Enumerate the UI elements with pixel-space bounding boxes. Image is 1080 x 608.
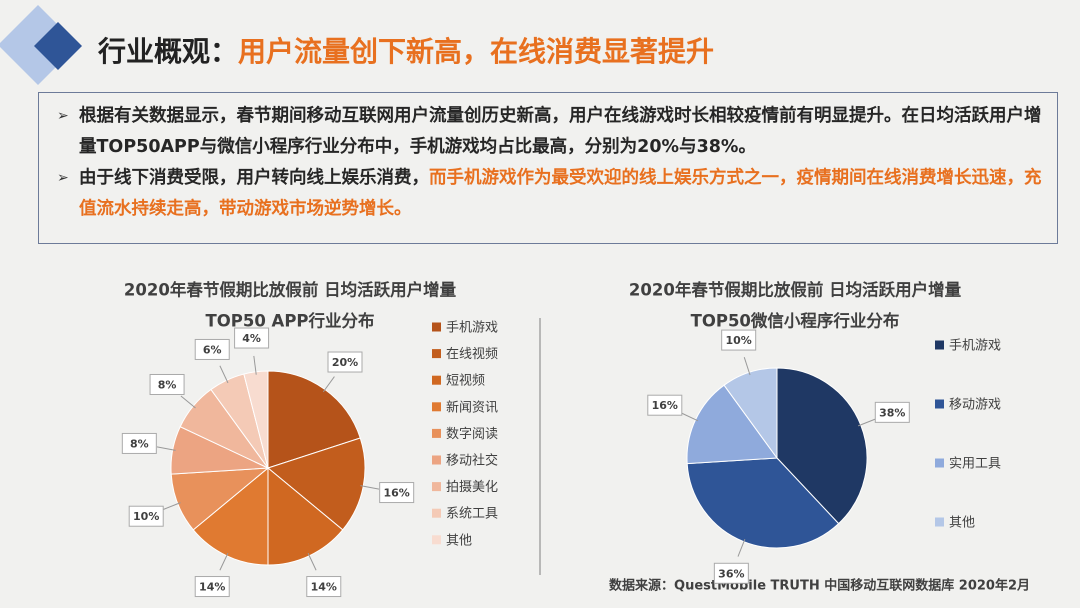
bullet-text: 由于线下消费受限，用户转向线上娱乐消费， xyxy=(79,168,429,188)
page-title: 行业概观：用户流量创下新高，在线消费显著提升 xyxy=(98,30,714,70)
callout-line xyxy=(307,552,317,571)
title-prefix: 行业概观： xyxy=(98,35,239,68)
data-label-box xyxy=(713,562,749,584)
chart-title: 2020年春节假期比放假前 日均活跃用户增量 xyxy=(124,280,457,300)
legend-swatch xyxy=(432,349,441,359)
data-label-box xyxy=(149,373,185,395)
data-label: 10% xyxy=(726,334,752,347)
source: 数据来源：QuestMobile TRUTH 中国移动互联网数据库 2020年2… xyxy=(609,578,1030,594)
callout-line xyxy=(156,446,176,451)
chart-title: TOP50微信小程序行业分布 xyxy=(691,311,900,331)
legend-swatch xyxy=(432,535,441,545)
data-label: 6% xyxy=(203,343,222,356)
data-label-box xyxy=(721,329,757,351)
bullet: 由于线下消费受限，用户转向线上娱乐消费，而手机游戏作为最受欢迎的线上娱乐方式之一… xyxy=(57,163,1043,225)
legend-swatch xyxy=(935,340,944,350)
callout-line xyxy=(680,412,699,422)
legend-swatch xyxy=(935,458,944,468)
bullet-text: 而手机游戏作为最受欢迎的线上娱乐方式之一，疫情期间在线消费增长迅速，充值流水持续… xyxy=(79,168,1042,219)
legend-label: 新闻资讯 xyxy=(446,399,498,415)
callout-line xyxy=(857,418,876,427)
data-label-box xyxy=(306,576,342,598)
callout-line xyxy=(253,355,257,375)
data-label: 36% xyxy=(718,567,744,580)
decor-diamond xyxy=(34,22,82,70)
data-label-box xyxy=(379,482,415,504)
data-label-box xyxy=(128,505,164,527)
data-label-box xyxy=(874,401,910,423)
legend-label: 实用工具 xyxy=(949,457,1001,472)
callout-line xyxy=(219,552,229,571)
callout-line xyxy=(737,538,746,557)
callout-line xyxy=(219,365,229,384)
chart-title: TOP50 APP行业分布 xyxy=(205,311,374,331)
chart-title: 2020年春节假期比放假前 日均活跃用户增量 xyxy=(629,280,962,300)
callout-line xyxy=(180,395,196,409)
legend-label: 拍摄美化 xyxy=(446,480,498,495)
legend-swatch xyxy=(432,322,441,332)
legend-swatch xyxy=(935,517,944,527)
data-label-box xyxy=(647,394,683,416)
data-label: 4% xyxy=(242,332,261,345)
data-label-box xyxy=(194,576,230,598)
legend-label: 数字阅读 xyxy=(446,427,498,442)
data-label: 10% xyxy=(133,510,159,523)
data-label: 14% xyxy=(311,581,337,594)
callout-line xyxy=(162,502,181,511)
legend-label: 短视频 xyxy=(446,374,485,389)
legend-swatch xyxy=(432,482,441,492)
legend-swatch xyxy=(432,375,441,385)
data-label: 38% xyxy=(879,406,905,419)
legend-label: 移动社交 xyxy=(446,453,498,469)
legend-label: 在线视频 xyxy=(446,347,498,362)
data-label: 14% xyxy=(199,581,225,594)
legend-label: 手机游戏 xyxy=(949,339,1001,354)
callout-line xyxy=(322,376,335,393)
callout-line xyxy=(743,357,751,376)
legend-swatch xyxy=(432,428,441,438)
data-label-box xyxy=(121,432,157,454)
bullet: 根据有关数据显示，春节期间移动互联网用户流量创历史新高，用户在线游戏时长相较疫情… xyxy=(57,101,1043,163)
data-label: 20% xyxy=(332,356,358,369)
legend-label: 手机游戏 xyxy=(446,321,498,336)
legend-swatch xyxy=(432,455,441,465)
bullet-text: 根据有关数据显示，春节期间移动互联网用户流量创历史新高，用户在线游戏时长相较疫情… xyxy=(79,106,1042,157)
data-label-box xyxy=(234,327,270,349)
legend-label: 移动游戏 xyxy=(949,398,1001,413)
callout-line xyxy=(360,485,380,490)
data-label: 8% xyxy=(158,378,177,391)
legend-swatch xyxy=(432,508,441,518)
data-label-box xyxy=(327,351,363,373)
legend-label: 系统工具 xyxy=(446,507,498,522)
title-highlight: 用户流量创下新高，在线消费显著提升 xyxy=(238,35,715,68)
summary-box: 根据有关数据显示，春节期间移动互联网用户流量创历史新高，用户在线游戏时长相较疫情… xyxy=(38,92,1058,244)
legend-label: 其他 xyxy=(949,516,975,531)
data-label: 16% xyxy=(384,487,410,500)
data-label: 16% xyxy=(652,399,678,412)
legend-label: 其他 xyxy=(446,533,472,548)
legend-swatch xyxy=(935,399,944,409)
legend-swatch xyxy=(432,402,441,412)
data-label: 8% xyxy=(130,437,149,450)
data-label-box xyxy=(194,338,230,360)
